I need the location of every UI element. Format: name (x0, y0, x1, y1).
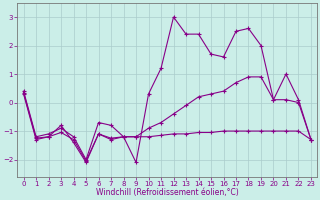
X-axis label: Windchill (Refroidissement éolien,°C): Windchill (Refroidissement éolien,°C) (96, 188, 239, 197)
